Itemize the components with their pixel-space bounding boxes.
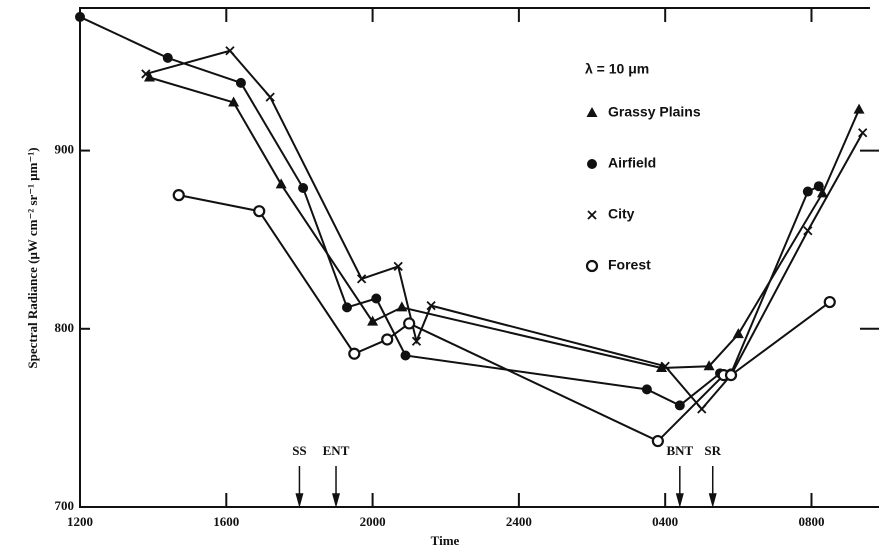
annotation-arrow xyxy=(675,466,684,508)
x-tick-label: 1200 xyxy=(67,514,93,529)
annotation-arrow xyxy=(708,466,717,508)
x-tick-label: 0800 xyxy=(798,514,824,529)
legend-marker xyxy=(586,107,598,117)
y-axis-label: Spectral Radiance (μW cm⁻² sr⁻¹ μm⁻¹) xyxy=(25,147,40,368)
marker xyxy=(813,181,824,192)
marker xyxy=(265,92,275,102)
annotation-label: BNT xyxy=(666,443,693,458)
marker xyxy=(641,384,652,395)
marker xyxy=(853,103,865,114)
marker xyxy=(253,205,266,218)
x-tick-label: 0400 xyxy=(652,514,678,529)
marker xyxy=(732,328,744,339)
series-line xyxy=(149,76,860,369)
legend-label: Grassy Plains xyxy=(608,104,701,120)
marker xyxy=(403,317,416,330)
marker xyxy=(367,315,379,326)
marker xyxy=(426,300,436,311)
y-tick-label: 800 xyxy=(55,320,75,335)
legend-marker xyxy=(585,259,599,273)
x-tick-label: 1600 xyxy=(213,514,239,529)
legend-label: City xyxy=(608,206,635,222)
x-tick-label: 2000 xyxy=(360,514,386,529)
marker xyxy=(172,189,185,202)
annotation-label: SR xyxy=(704,443,721,458)
x-tick-label: 2400 xyxy=(506,514,532,529)
marker xyxy=(341,302,352,313)
marker xyxy=(275,178,287,189)
marker xyxy=(656,361,668,372)
marker xyxy=(396,301,408,312)
marker xyxy=(674,400,685,411)
marker xyxy=(411,336,422,346)
marker xyxy=(724,369,738,382)
annotation-arrow xyxy=(295,466,304,508)
marker xyxy=(228,96,240,107)
marker xyxy=(75,11,85,22)
marker xyxy=(356,274,367,284)
legend-label: Airfield xyxy=(608,155,656,171)
legend-marker xyxy=(587,159,597,169)
series-line xyxy=(79,16,820,407)
y-tick-label: 700 xyxy=(55,498,75,513)
marker xyxy=(225,46,235,56)
marker xyxy=(393,261,403,272)
marker xyxy=(703,360,715,371)
marker xyxy=(235,77,246,88)
marker xyxy=(803,226,813,236)
marker xyxy=(651,434,664,448)
marker xyxy=(816,187,828,198)
marker xyxy=(660,361,670,371)
plot-frame xyxy=(79,7,870,508)
annotation-arrow xyxy=(332,466,341,508)
marker xyxy=(697,404,707,414)
x-axis-label: Time xyxy=(431,533,460,548)
annotation-label: ENT xyxy=(323,443,350,458)
marker xyxy=(381,333,394,346)
series-line xyxy=(178,194,831,443)
marker xyxy=(141,69,151,79)
annotation-label: SS xyxy=(292,443,306,458)
marker xyxy=(802,186,813,197)
marker xyxy=(371,293,382,304)
marker xyxy=(823,295,836,309)
y-tick-label: 900 xyxy=(55,142,75,157)
series-line xyxy=(145,49,864,411)
legend-label: Forest xyxy=(608,257,651,273)
marker xyxy=(348,347,361,360)
marker xyxy=(858,128,868,138)
legend-marker xyxy=(587,210,597,220)
marker xyxy=(400,350,411,361)
marker xyxy=(298,182,309,193)
marker xyxy=(162,52,173,63)
legend-title: λ = 10 μm xyxy=(585,61,649,77)
